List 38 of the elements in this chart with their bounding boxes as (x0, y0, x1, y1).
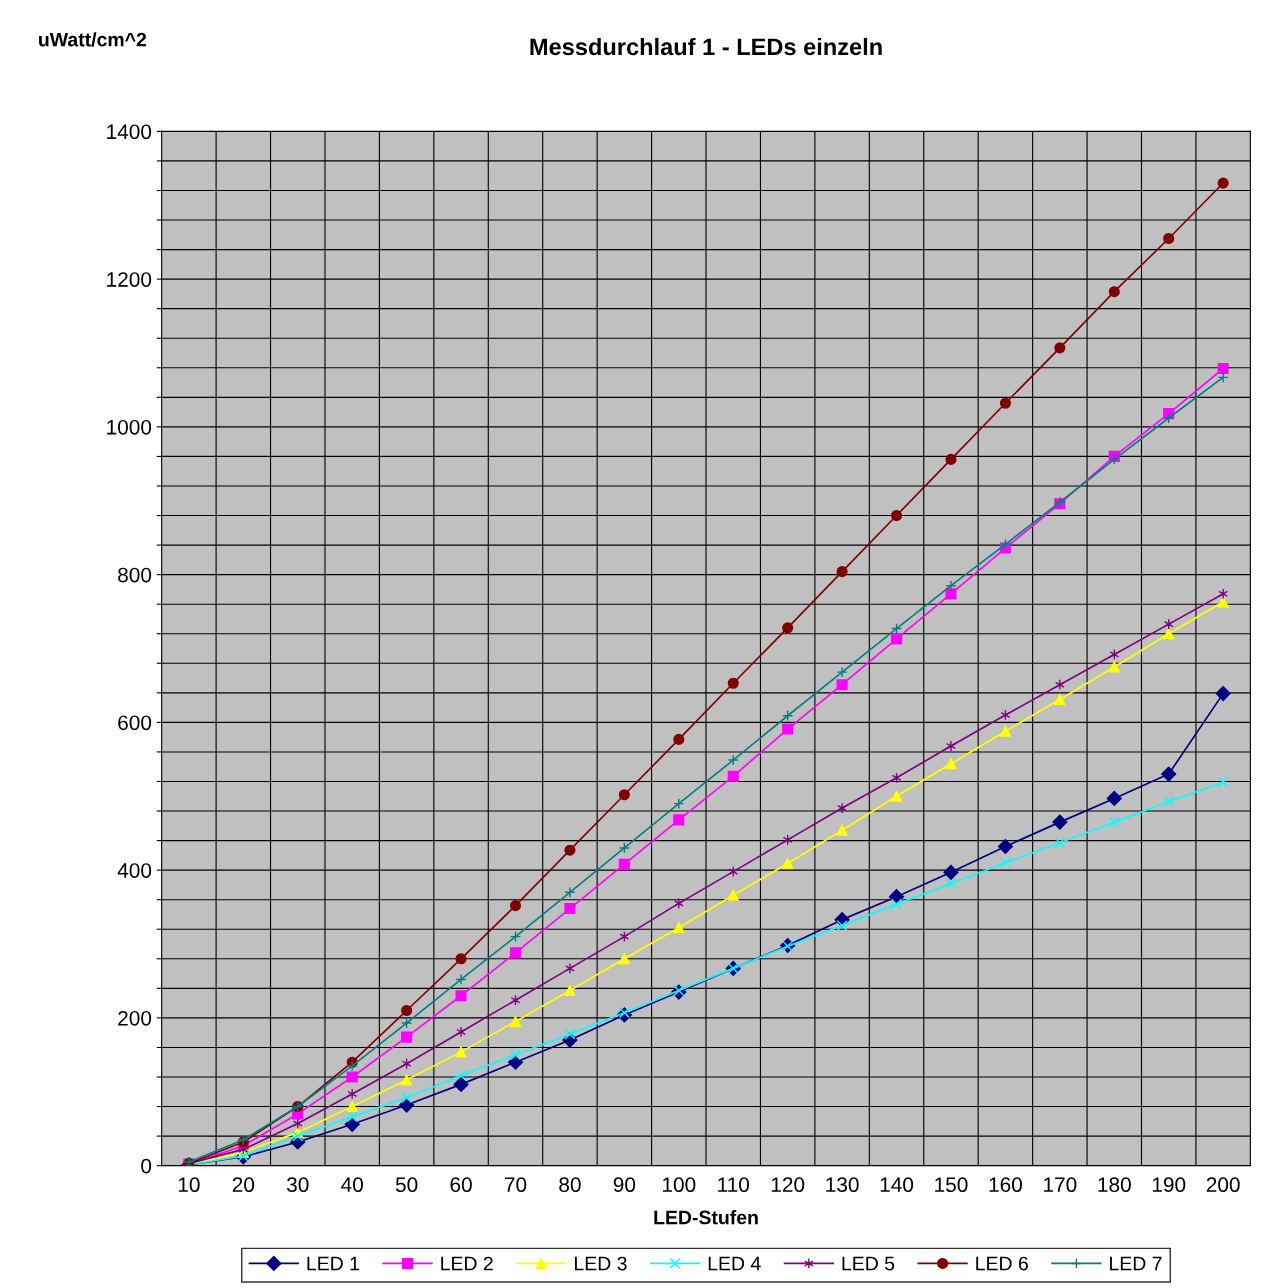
legend-label: LED 7 (1110, 1256, 1162, 1271)
y-tick-label: 0 (141, 1158, 152, 1174)
x-tick-label: 80 (559, 1177, 581, 1193)
x-tick-label: 140 (880, 1177, 914, 1193)
x-tick-label: 150 (935, 1177, 968, 1193)
x-tick-label: 40 (341, 1177, 363, 1193)
x-tick-label: 110 (718, 1177, 750, 1193)
x-tick-label: 10 (178, 1177, 200, 1193)
y-tick-label: 800 (118, 567, 152, 583)
x-tick-label: 170 (1044, 1177, 1077, 1193)
x-axis-title: LED-Stufen (654, 1210, 758, 1225)
legend-label: LED 5 (842, 1256, 895, 1271)
x-tick-label: 120 (771, 1177, 805, 1193)
legend-label: LED 4 (708, 1256, 761, 1271)
legend-label: LED 6 (976, 1256, 1028, 1271)
y-tick-label: 1200 (107, 272, 152, 287)
y-axis-title: uWatt/cm^2 (39, 32, 147, 47)
x-tick-label: 30 (286, 1177, 309, 1193)
x-tick-label: 200 (1206, 1177, 1240, 1193)
legend-label: LED 1 (307, 1256, 359, 1271)
y-tick-label: 200 (118, 1010, 152, 1026)
y-tick-label: 400 (117, 863, 152, 878)
x-tick-label: 60 (450, 1177, 472, 1193)
x-tick-label: 70 (504, 1177, 527, 1193)
y-tick-label: 1000 (107, 419, 152, 435)
y-tick-label: 1400 (107, 124, 152, 140)
x-tick-label: 90 (613, 1177, 636, 1193)
y-tick-label: 600 (118, 715, 152, 731)
x-tick-label: 50 (395, 1177, 418, 1193)
x-tick-label: 20 (232, 1177, 255, 1193)
x-tick-label: 180 (1098, 1177, 1131, 1193)
x-tick-label: 130 (826, 1177, 859, 1193)
x-tick-label: 160 (989, 1177, 1022, 1193)
legend-label: LED 3 (575, 1256, 627, 1271)
x-tick-label: 100 (663, 1177, 696, 1193)
chart-title: Messdurchlauf 1 - LEDs einzeln (530, 37, 882, 56)
legend-label: LED 2 (441, 1256, 493, 1271)
x-tick-label: 190 (1152, 1177, 1186, 1193)
